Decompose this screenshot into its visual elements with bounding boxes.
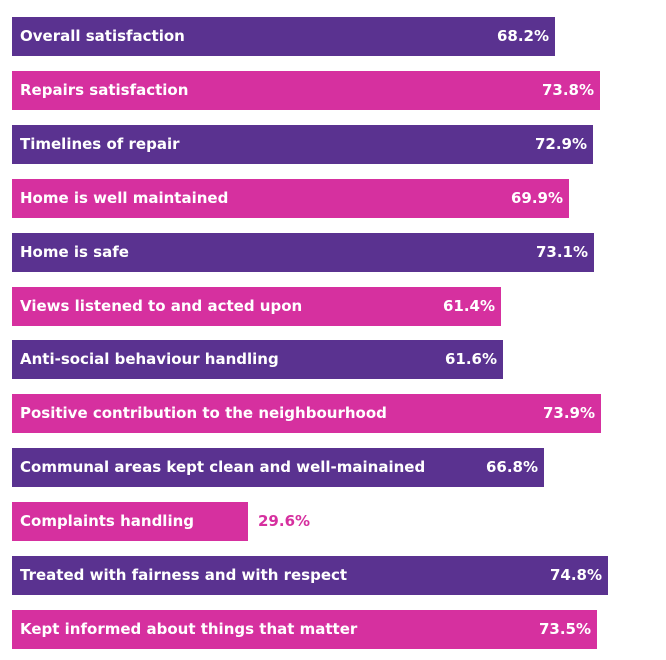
- bar: Anti-social behaviour handling 61.6%: [12, 340, 503, 379]
- bar-value-label: 61.4%: [442, 297, 495, 315]
- bar-label: Kept informed about things that matter: [20, 620, 358, 638]
- bar: Overall satisfaction 68.2%: [12, 17, 555, 56]
- bar-value-label: 61.6%: [444, 350, 497, 368]
- bar-value-label: 66.8%: [485, 458, 538, 476]
- bar-label: Overall satisfaction: [20, 27, 185, 45]
- bar-value-label: 73.8%: [541, 81, 594, 99]
- bar-value-label: 69.9%: [510, 189, 563, 207]
- bar-label: Timelines of repair: [20, 135, 180, 153]
- bar-label: Communal areas kept clean and well-maina…: [20, 458, 426, 476]
- bar: Treated with fairness and with respect 74…: [12, 556, 608, 595]
- bar-label: Home is well maintained: [20, 189, 229, 207]
- bar-label: Treated with fairness and with respect: [20, 566, 348, 584]
- bar: Complaints handling: [12, 502, 248, 541]
- bar: Home is well maintained 69.9%: [12, 179, 569, 218]
- bar-label: Views listened to and acted upon: [20, 297, 303, 315]
- bar-label: Repairs satisfaction: [20, 81, 189, 99]
- bar: Home is safe 73.1%: [12, 233, 594, 272]
- bar-value-label: 72.9%: [534, 135, 587, 153]
- bar-label: Home is safe: [20, 243, 129, 261]
- bar-value-label: 68.2%: [496, 27, 549, 45]
- bar-label: Complaints handling: [20, 512, 195, 530]
- bar-value-label: 73.1%: [535, 243, 588, 261]
- bar: Kept informed about things that matter 73…: [12, 610, 597, 649]
- bar-value-label: 29.6%: [258, 512, 311, 530]
- bar: Positive contribution to the neighbourho…: [12, 394, 601, 433]
- bar-value-label: 74.8%: [549, 566, 602, 584]
- bar-label: Anti-social behaviour handling: [20, 350, 279, 368]
- bar: Views listened to and acted upon 61.4%: [12, 287, 501, 326]
- bar-value-label: 73.9%: [542, 404, 595, 422]
- bar: Communal areas kept clean and well-maina…: [12, 448, 544, 487]
- bar: Repairs satisfaction 73.8%: [12, 71, 600, 110]
- bar-label: Positive contribution to the neighbourho…: [20, 404, 387, 422]
- bar: Timelines of repair 72.9%: [12, 125, 593, 164]
- bar-value-label: 73.5%: [538, 620, 591, 638]
